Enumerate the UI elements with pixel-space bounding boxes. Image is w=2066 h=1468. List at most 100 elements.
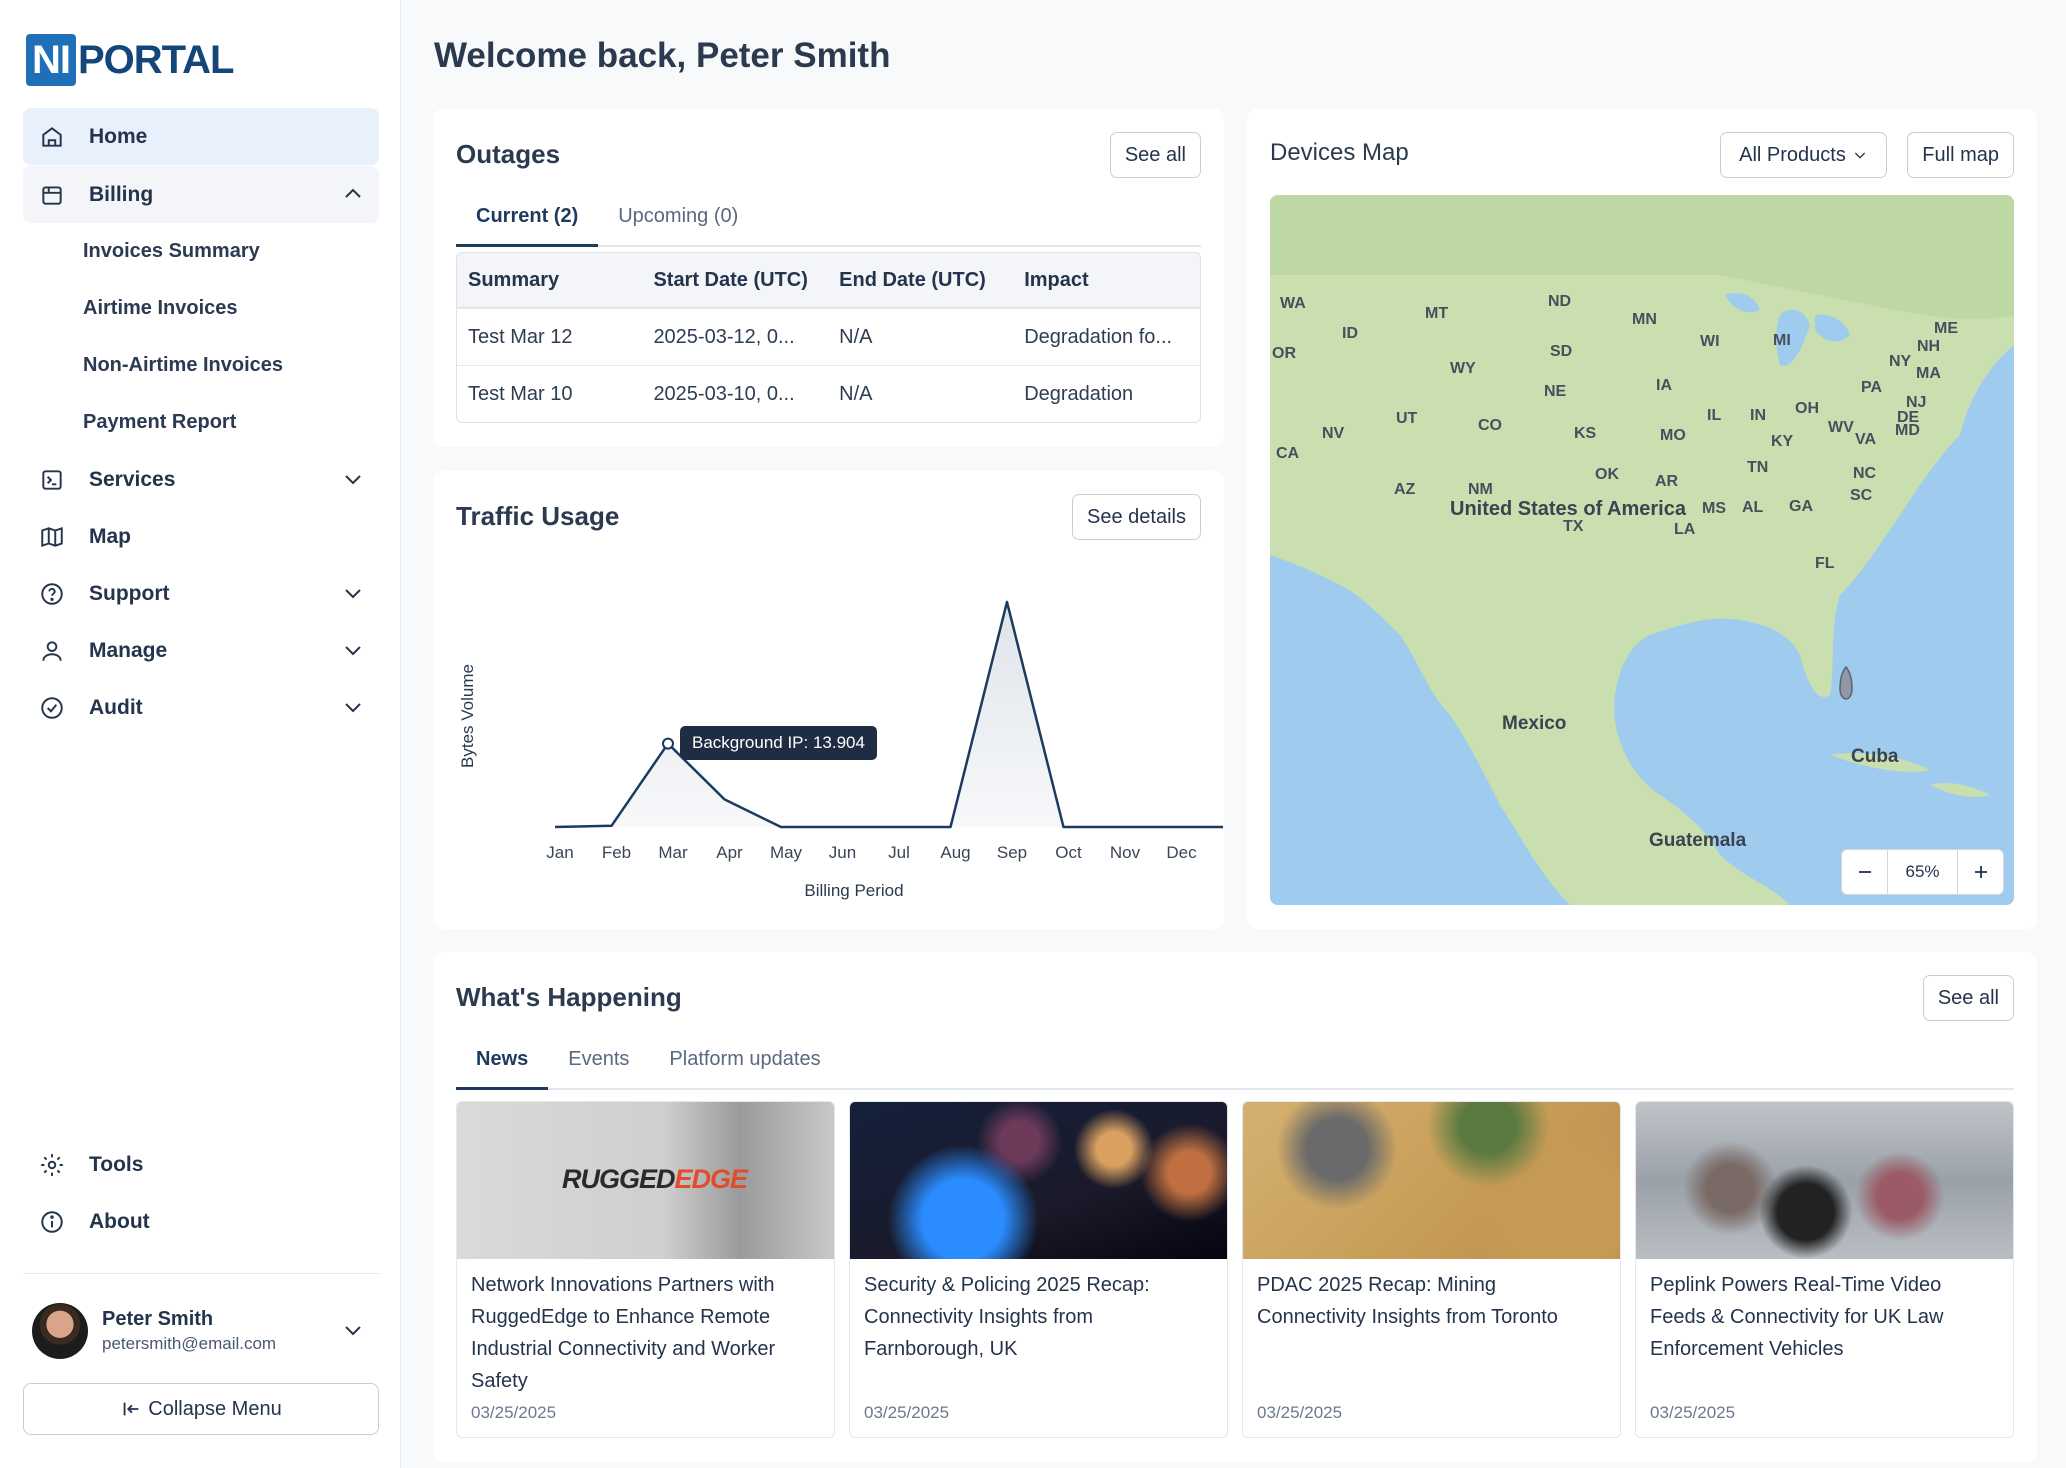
- zoom-out-button[interactable]: [1842, 850, 1888, 894]
- map-label-state: NM: [1468, 481, 1493, 498]
- sidebar-item-about[interactable]: About: [23, 1193, 379, 1250]
- map-label-state: NY: [1889, 353, 1912, 370]
- collapse-menu-button[interactable]: Collapse Menu: [23, 1383, 379, 1435]
- chevron-down-icon: [345, 703, 361, 713]
- column-header[interactable]: Start Date (UTC): [642, 253, 829, 308]
- table-cell: Test Mar 10: [457, 365, 643, 422]
- tab-events[interactable]: Events: [568, 1048, 630, 1070]
- chevron-down-icon: [345, 475, 361, 485]
- map-label-state: NV: [1322, 425, 1345, 442]
- column-header[interactable]: End Date (UTC): [828, 253, 1014, 308]
- table-row[interactable]: Test Mar 12 2025-03-12, 0... N/A Degrada…: [457, 308, 1200, 365]
- map-label-state: NJ: [1906, 394, 1927, 411]
- news-title: Security & Policing 2025 Recap: Connecti…: [864, 1274, 1150, 1360]
- chevron-down-icon: [345, 1326, 361, 1336]
- news-tabs: News Events Platform updates: [456, 1038, 2014, 1090]
- tab-upcoming[interactable]: Upcoming (0): [618, 205, 739, 227]
- full-map-button[interactable]: Full map: [1907, 132, 2014, 178]
- logo[interactable]: NI PORTAL: [26, 34, 234, 86]
- tab-news[interactable]: News: [456, 1038, 549, 1090]
- product-filter-dropdown[interactable]: All Products: [1720, 132, 1887, 178]
- logo-portal: PORTAL: [78, 37, 234, 82]
- table-cell: Test Mar 12: [457, 308, 643, 365]
- table-cell: 2025-03-10, 0...: [642, 365, 829, 422]
- news-image-ruggededge: RUGGEDEDGE: [457, 1102, 834, 1259]
- sidebar-nav: Home Billing Invoices Summary Airtime In…: [23, 108, 379, 736]
- news-image-police-light: [850, 1102, 1227, 1259]
- map-label-state: OR: [1272, 345, 1296, 362]
- news-title: Peplink Powers Real-Time Video Feeds & C…: [1650, 1274, 1944, 1360]
- news-date: 03/25/2025: [1650, 1403, 1736, 1422]
- table-cell: Degradation: [1013, 365, 1200, 422]
- sidebar-item-map[interactable]: Map: [23, 508, 379, 565]
- tab-platform-updates[interactable]: Platform updates: [669, 1048, 821, 1070]
- info-icon: [37, 1207, 67, 1237]
- sidebar-item-manage[interactable]: Manage: [23, 622, 379, 679]
- table-cell: Degradation fo...: [1013, 308, 1200, 365]
- services-icon: [37, 465, 67, 495]
- chevron-down-icon: [1854, 152, 1865, 159]
- map-label-state: AL: [1742, 499, 1764, 516]
- news-card[interactable]: Security & Policing 2025 Recap: Connecti…: [849, 1101, 1228, 1438]
- user-menu[interactable]: Peter Smith petersmith@email.com: [23, 1298, 379, 1363]
- check-circle-icon: [37, 693, 67, 723]
- sidebar-item-label: Tools: [89, 1152, 144, 1176]
- sidebar-item-billing[interactable]: Billing: [23, 166, 379, 223]
- x-tick-label: Sep: [997, 843, 1027, 862]
- news-card[interactable]: Peplink Powers Real-Time Video Feeds & C…: [1635, 1101, 2014, 1438]
- map-label-state: IL: [1707, 407, 1722, 424]
- sidebar-subitem-airtime-invoices[interactable]: Airtime Invoices: [83, 297, 238, 319]
- x-tick-label: Nov: [1110, 843, 1141, 862]
- map-label-usa: United States of America: [1450, 498, 1686, 520]
- map-label-state: CA: [1276, 445, 1300, 462]
- map-label-state: MT: [1425, 305, 1449, 322]
- outages-card: Outages See all Current (2) Upcoming (0)…: [433, 109, 1224, 447]
- sidebar-item-home[interactable]: Home: [23, 108, 379, 165]
- device-marker-icon[interactable]: [1836, 665, 1856, 701]
- sidebar-item-label: About: [89, 1209, 150, 1233]
- map-label-state: LA: [1674, 521, 1696, 538]
- map-label-state: KY: [1771, 433, 1794, 450]
- map-label-state: IA: [1656, 377, 1672, 394]
- tab-current[interactable]: Current (2): [456, 195, 599, 247]
- map-label-state: WY: [1450, 360, 1476, 377]
- sidebar-item-label: Audit: [89, 695, 143, 719]
- map-label-state: TN: [1747, 459, 1769, 476]
- collapse-menu-label: Collapse Menu: [148, 1397, 282, 1420]
- zoom-in-button[interactable]: [1957, 850, 2003, 894]
- sidebar-item-support[interactable]: Support: [23, 565, 379, 622]
- map-label-state: VA: [1855, 431, 1877, 448]
- sidebar-subitem-payment-report[interactable]: Payment Report: [83, 411, 237, 433]
- sidebar-subitem-invoices-summary[interactable]: Invoices Summary: [83, 240, 260, 262]
- news-card[interactable]: RUGGEDEDGE Network Innovations Partners …: [456, 1101, 835, 1438]
- avatar: [32, 1302, 88, 1359]
- map-label-state: WV: [1828, 419, 1854, 436]
- chart-tooltip-text: Background IP: 13.904: [692, 732, 865, 752]
- column-header[interactable]: Impact: [1013, 253, 1200, 308]
- logo-ni: NI: [26, 34, 76, 86]
- sidebar-item-services[interactable]: Services: [23, 451, 379, 508]
- sidebar-subitem-non-airtime-invoices[interactable]: Non-Airtime Invoices: [83, 354, 284, 376]
- news-image-mining: [1243, 1102, 1620, 1259]
- x-tick-label: Jan: [546, 843, 573, 862]
- outages-table: Summary Start Date (UTC) End Date (UTC) …: [456, 252, 1201, 423]
- outages-tabs: Current (2) Upcoming (0): [456, 195, 1201, 247]
- outages-see-all-button[interactable]: See all: [1109, 132, 1201, 178]
- traffic-usage-card: Traffic Usage See details Jan Feb Mar Apr Ma…: [433, 471, 1224, 929]
- news-card[interactable]: PDAC 2025 Recap: Mining Connectivity Ins…: [1242, 1101, 1621, 1438]
- map-label-state: AR: [1655, 473, 1679, 490]
- map-label-state: NC: [1853, 465, 1877, 482]
- x-tick-label: Dec: [1166, 843, 1197, 862]
- sidebar-item-label: Manage: [89, 638, 168, 662]
- sidebar-item-tools[interactable]: Tools: [23, 1136, 379, 1193]
- user-email: petersmith@email.com: [102, 1333, 277, 1353]
- sidebar-item-audit[interactable]: Audit: [23, 679, 379, 736]
- table-row[interactable]: Test Mar 10 2025-03-10, 0... N/A Degrada…: [457, 365, 1200, 422]
- x-axis-label: Billing Period: [804, 881, 903, 900]
- map-label-state: DE: [1897, 409, 1920, 426]
- news-see-all-button[interactable]: See all: [1922, 975, 2014, 1021]
- see-details-button[interactable]: See details: [1072, 494, 1201, 540]
- zoom-level: 65%: [1905, 862, 1940, 881]
- column-header[interactable]: Summary: [457, 253, 643, 308]
- devices-map[interactable]: WA OR CA ID NV MT WY UT AZ CO NM ND SD NE KS OK TX MN IA MO…: [1270, 195, 2014, 905]
